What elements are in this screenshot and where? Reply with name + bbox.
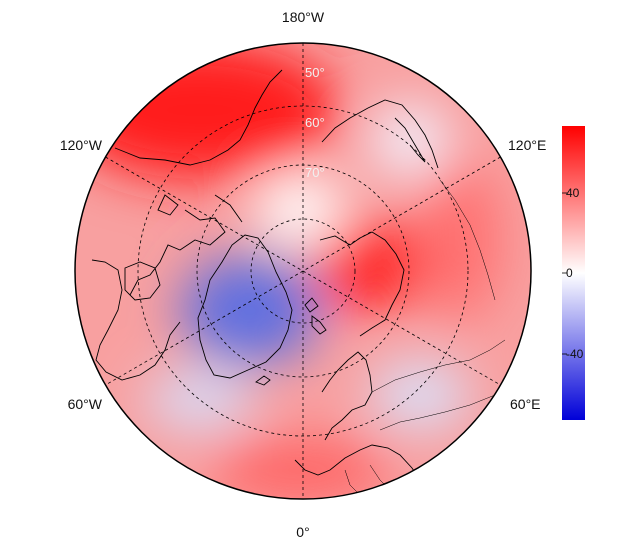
negative-anomaly-russia (370, 360, 470, 430)
positive-anomaly-south-edge (210, 440, 390, 499)
coastlines (91, 69, 439, 481)
colorbar-tick-0: 0 (566, 266, 573, 280)
positive-anomaly-beaufort (75, 43, 340, 180)
svalbard-coast (304, 297, 319, 313)
meridian-120e-60w (105, 156, 501, 386)
lon-label-0: 0° (296, 524, 309, 540)
anomaly-field (75, 43, 531, 499)
novaya-zemlya-coast (311, 315, 327, 335)
canadian-archipelago-coast (124, 194, 243, 301)
alaska-coast (114, 69, 283, 166)
colorbar-gradient (562, 126, 585, 420)
positive-anomaly-siberia (315, 220, 425, 310)
positive-anomaly-east-edge (420, 160, 500, 320)
negative-anomaly-atlantic (145, 370, 255, 430)
map-boundary (74, 42, 532, 500)
greenland-coast (197, 234, 293, 379)
north-america-coast (91, 259, 181, 381)
border-line (379, 394, 496, 431)
scandinavia-coast (321, 351, 373, 441)
lon-label-180w: 180°W (282, 9, 325, 25)
border-line (439, 179, 496, 301)
lon-label-120e: 120°E (508, 137, 546, 153)
lat-label-60: 60° (305, 115, 325, 130)
lat-label-50: 50° (305, 65, 325, 80)
europe-coast (255, 375, 421, 481)
country-borders (344, 179, 506, 496)
latitude-circle-70 (250, 218, 356, 324)
lon-label-120w: 120°W (60, 137, 103, 153)
neutral-region-chukotka (370, 105, 450, 175)
colorbar-tick-minus-40: -40 (566, 347, 584, 361)
lon-label-60e: 60°E (510, 396, 541, 412)
kamchatka-coast (394, 117, 426, 163)
lon-label-60w: 60°W (68, 396, 103, 412)
border-line (371, 339, 506, 393)
colorbar-tick-40: 40 (566, 186, 580, 200)
siberia-coast (319, 99, 439, 337)
colorbar: 40 0 -40 (562, 126, 585, 420)
lat-label-70: 70° (305, 165, 325, 180)
graticule (105, 43, 501, 499)
neutral-region-pole (255, 175, 345, 245)
